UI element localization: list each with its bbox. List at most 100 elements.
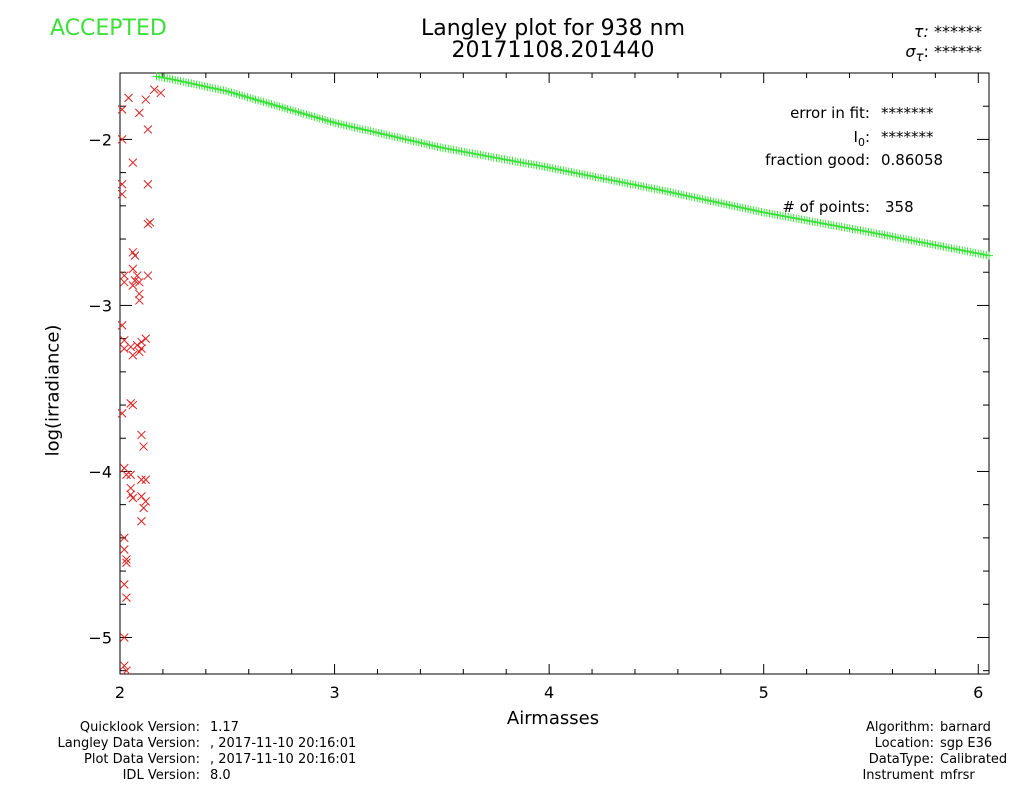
i0-label: I0: <box>853 128 871 149</box>
rejected-point <box>134 296 144 305</box>
footer-idl-label: IDL Version: <box>122 768 200 783</box>
rejected-point <box>128 400 138 410</box>
footer-datatype-value: Calibrated <box>940 752 1008 767</box>
rejected-point <box>128 493 138 503</box>
rejected-point <box>137 344 146 353</box>
rejected-point <box>143 179 153 189</box>
rejected-point <box>126 342 136 352</box>
x-tick-label: 2 <box>115 683 125 702</box>
footer-plotdata-value: , 2017-11-10 20:16:01 <box>210 752 357 767</box>
rejected-point <box>143 125 153 134</box>
rejected-point <box>117 105 127 114</box>
y-tick-label: −4 <box>88 462 112 481</box>
rejected-point <box>139 503 148 513</box>
footer-algorithm-label: Algorithm: <box>865 720 934 735</box>
rejected-point <box>143 219 153 229</box>
rejected-point <box>117 189 127 199</box>
rejected-point <box>122 555 131 564</box>
rejected-point <box>156 88 166 98</box>
fraction-good-label: fraction good: <box>765 151 870 169</box>
rejected-point <box>117 179 127 189</box>
rejected-point <box>139 442 148 451</box>
sigma-tau-readout: στ: ****** <box>905 42 982 66</box>
points-label: # of points: <box>782 198 870 216</box>
sigma-tau-value: ****** <box>934 42 982 61</box>
footer-quicklook-label: Quicklook Version: <box>79 720 200 735</box>
rejected-point <box>137 337 146 347</box>
rejected-point <box>119 533 129 543</box>
rejected-point <box>122 470 131 480</box>
rejected-point <box>122 593 131 602</box>
rejected-point <box>126 470 136 480</box>
footer-location-value: sgp E36 <box>940 736 993 751</box>
rejected-point <box>128 264 138 274</box>
rejected-point <box>134 289 144 299</box>
sigma-tau-label: σ <box>905 42 916 61</box>
rejected-point <box>119 661 129 671</box>
error-fit-label: error in fit: <box>790 104 870 122</box>
footer-quicklook-value: 1.17 <box>210 720 239 735</box>
rejected-point <box>122 666 131 676</box>
rejected-point <box>132 340 142 350</box>
rejected-point <box>126 483 136 493</box>
rejected-point <box>141 496 151 506</box>
i0-value: ******* <box>881 128 934 146</box>
rejected-point <box>130 251 140 260</box>
footer-location-label: Location: <box>874 736 934 751</box>
rejected-point <box>143 271 153 280</box>
footer-instrument-label: Instrument <box>862 768 934 783</box>
rejected-point <box>137 516 146 526</box>
rejected-point <box>119 277 129 287</box>
error-fit-value: ******* <box>881 104 934 122</box>
x-tick-label: 4 <box>544 683 554 702</box>
rejected-point <box>141 475 151 485</box>
tau-value: ****** <box>934 22 982 41</box>
status-label: ACCEPTED <box>50 16 167 41</box>
footer-langley-value: , 2017-11-10 20:16:01 <box>210 736 357 751</box>
rejected-point <box>122 558 131 568</box>
rejected-point <box>137 430 146 440</box>
x-tick-label: 3 <box>329 683 339 702</box>
tau-readout: τ: ****** <box>914 22 982 41</box>
rejected-point <box>117 321 127 330</box>
rejected-point <box>137 475 146 485</box>
chart-title: Langley plot for 938 nm <box>420 16 686 41</box>
rejected-point <box>117 135 127 144</box>
plot-frame <box>119 72 990 675</box>
rejected-point <box>119 633 129 642</box>
rejected-point <box>117 408 127 418</box>
tau-label: τ: <box>913 22 929 41</box>
rejected-point <box>124 93 133 103</box>
x-tick-label: 5 <box>759 683 769 702</box>
rejected-point <box>134 277 144 287</box>
rejected-point <box>141 95 151 104</box>
rejected-point <box>128 158 138 168</box>
rejected-point <box>119 545 129 554</box>
rejected-point <box>128 350 138 360</box>
rejected-point <box>132 271 142 280</box>
footer-plotdata-label: Plot Data Version: <box>84 752 200 767</box>
points-value: 358 <box>885 198 914 216</box>
footer-algorithm-value: barnard <box>940 720 991 735</box>
rejected-point <box>128 281 138 290</box>
accepted-point <box>985 251 993 260</box>
footer-datatype-label: DataType: <box>868 752 934 767</box>
rejected-point <box>149 85 159 94</box>
sigma-tau-sub: τ <box>915 50 924 66</box>
y-tick-label: −3 <box>88 296 112 315</box>
chart-subtitle: 20171108.201440 <box>451 38 655 63</box>
rejected-point <box>119 579 129 589</box>
rejected-point <box>119 271 129 280</box>
rejected-point <box>141 334 151 343</box>
y-axis-label: log(irradiance) <box>42 324 64 457</box>
rejected-point <box>134 108 144 118</box>
x-axis-label: Airmasses <box>506 708 600 729</box>
fraction-good-value: 0.86058 <box>881 151 944 169</box>
y-tick-label: −2 <box>88 130 112 149</box>
x-tick-label: 6 <box>973 683 983 702</box>
footer-instrument-value: mfrsr <box>940 768 975 783</box>
footer-langley-label: Langley Data Version: <box>57 736 201 751</box>
y-tick-label: −5 <box>88 628 112 647</box>
footer-idl-value: 8.0 <box>210 768 231 783</box>
